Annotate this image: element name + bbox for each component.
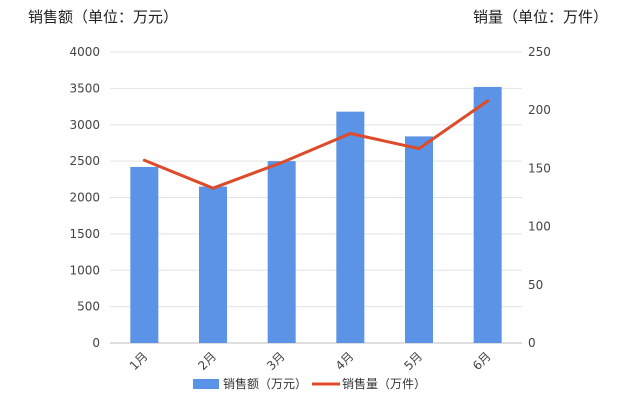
left-tick-label: 0 <box>92 336 100 350</box>
left-tick-layer: 0 500 1000 1500 2000 2500 3000 3500 4000 <box>69 45 100 350</box>
x-tick-layer: 1月 2月 3月 4月 5月 6月 <box>127 349 494 373</box>
x-tick-label: 4月 <box>333 349 357 373</box>
right-axis-title: 销量（单位：万件） <box>472 8 608 26</box>
bar-5 <box>405 136 433 343</box>
right-tick-layer: 0 50 100 150 200 250 <box>528 45 551 350</box>
sales-volume-line <box>142 99 490 190</box>
left-tick-label: 3000 <box>69 118 100 132</box>
left-tick-label: 3500 <box>69 81 100 95</box>
x-tick-label: 1月 <box>127 349 151 373</box>
bar-1 <box>130 166 159 343</box>
right-tick-label: 50 <box>528 278 543 292</box>
left-axis-title: 销售额（单位：万元） <box>28 8 179 26</box>
bar-4 <box>336 111 365 343</box>
legend: 销售额（万元） 销售量（万件） <box>193 376 426 391</box>
legend-swatch-sales-amount <box>193 379 219 389</box>
right-tick-label: 100 <box>528 220 551 234</box>
right-tick-label: 150 <box>528 161 551 175</box>
line-layer <box>142 99 490 190</box>
right-tick-label: 250 <box>528 45 551 59</box>
x-tick-label: 6月 <box>470 349 494 373</box>
right-tick-label: 0 <box>528 336 536 350</box>
left-tick-label: 1000 <box>69 263 100 277</box>
x-tick-label: 2月 <box>195 349 219 373</box>
left-tick-label: 2000 <box>69 191 100 205</box>
left-tick-label: 2500 <box>69 154 100 168</box>
legend-label-sales-amount: 销售额（万元） <box>223 376 307 391</box>
bar-6 <box>473 86 502 344</box>
right-tick-label: 200 <box>528 103 551 117</box>
legend-label-sales-volume: 销售量（万件） <box>342 376 426 391</box>
x-tick-label: 5月 <box>401 349 425 373</box>
bar-2 <box>199 186 227 343</box>
grid-layer <box>110 51 522 344</box>
bar-3 <box>267 161 296 343</box>
bar-layer <box>130 86 502 344</box>
left-tick-label: 500 <box>77 300 100 314</box>
x-tick-label: 3月 <box>264 349 288 373</box>
left-tick-label: 1500 <box>69 227 100 241</box>
left-tick-label: 4000 <box>69 45 100 59</box>
